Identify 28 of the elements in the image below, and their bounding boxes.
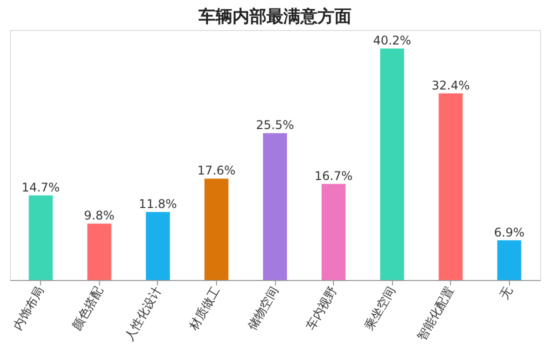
bar	[28, 195, 53, 280]
bar	[322, 184, 346, 280]
chart-title: 车辆内部最满意方面	[198, 7, 352, 27]
data-label: 40.2%	[373, 34, 412, 48]
x-tick-label: 车内视野	[304, 284, 340, 333]
bar	[146, 212, 170, 280]
data-label: 14.7%	[22, 180, 60, 194]
data-label: 25.5%	[256, 118, 294, 132]
data-label: 9.8%	[84, 208, 115, 223]
data-label: 6.9%	[494, 225, 525, 240]
bar	[497, 240, 522, 280]
data-label: 32.4%	[432, 78, 470, 92]
data-label: 16.7%	[314, 168, 353, 183]
x-tick-label: 人性化设计	[122, 284, 164, 343]
bar	[204, 178, 228, 280]
bar	[380, 48, 404, 280]
bar	[87, 224, 112, 280]
x-tick-label: 内饰布局	[10, 284, 47, 333]
x-tick-label: 智能化配置	[414, 284, 457, 343]
bar	[263, 133, 287, 280]
data-label: 17.6%	[197, 164, 236, 178]
x-tick-label: 颜色搭配	[69, 284, 106, 333]
x-tick-label: 无	[497, 284, 516, 302]
data-label: 11.8%	[138, 197, 177, 212]
x-tick-label: 储物空间	[244, 284, 282, 333]
x-tick-label: 乘坐空间	[362, 284, 398, 333]
x-tick-label: 材质做工	[186, 284, 222, 334]
bar	[438, 93, 463, 280]
